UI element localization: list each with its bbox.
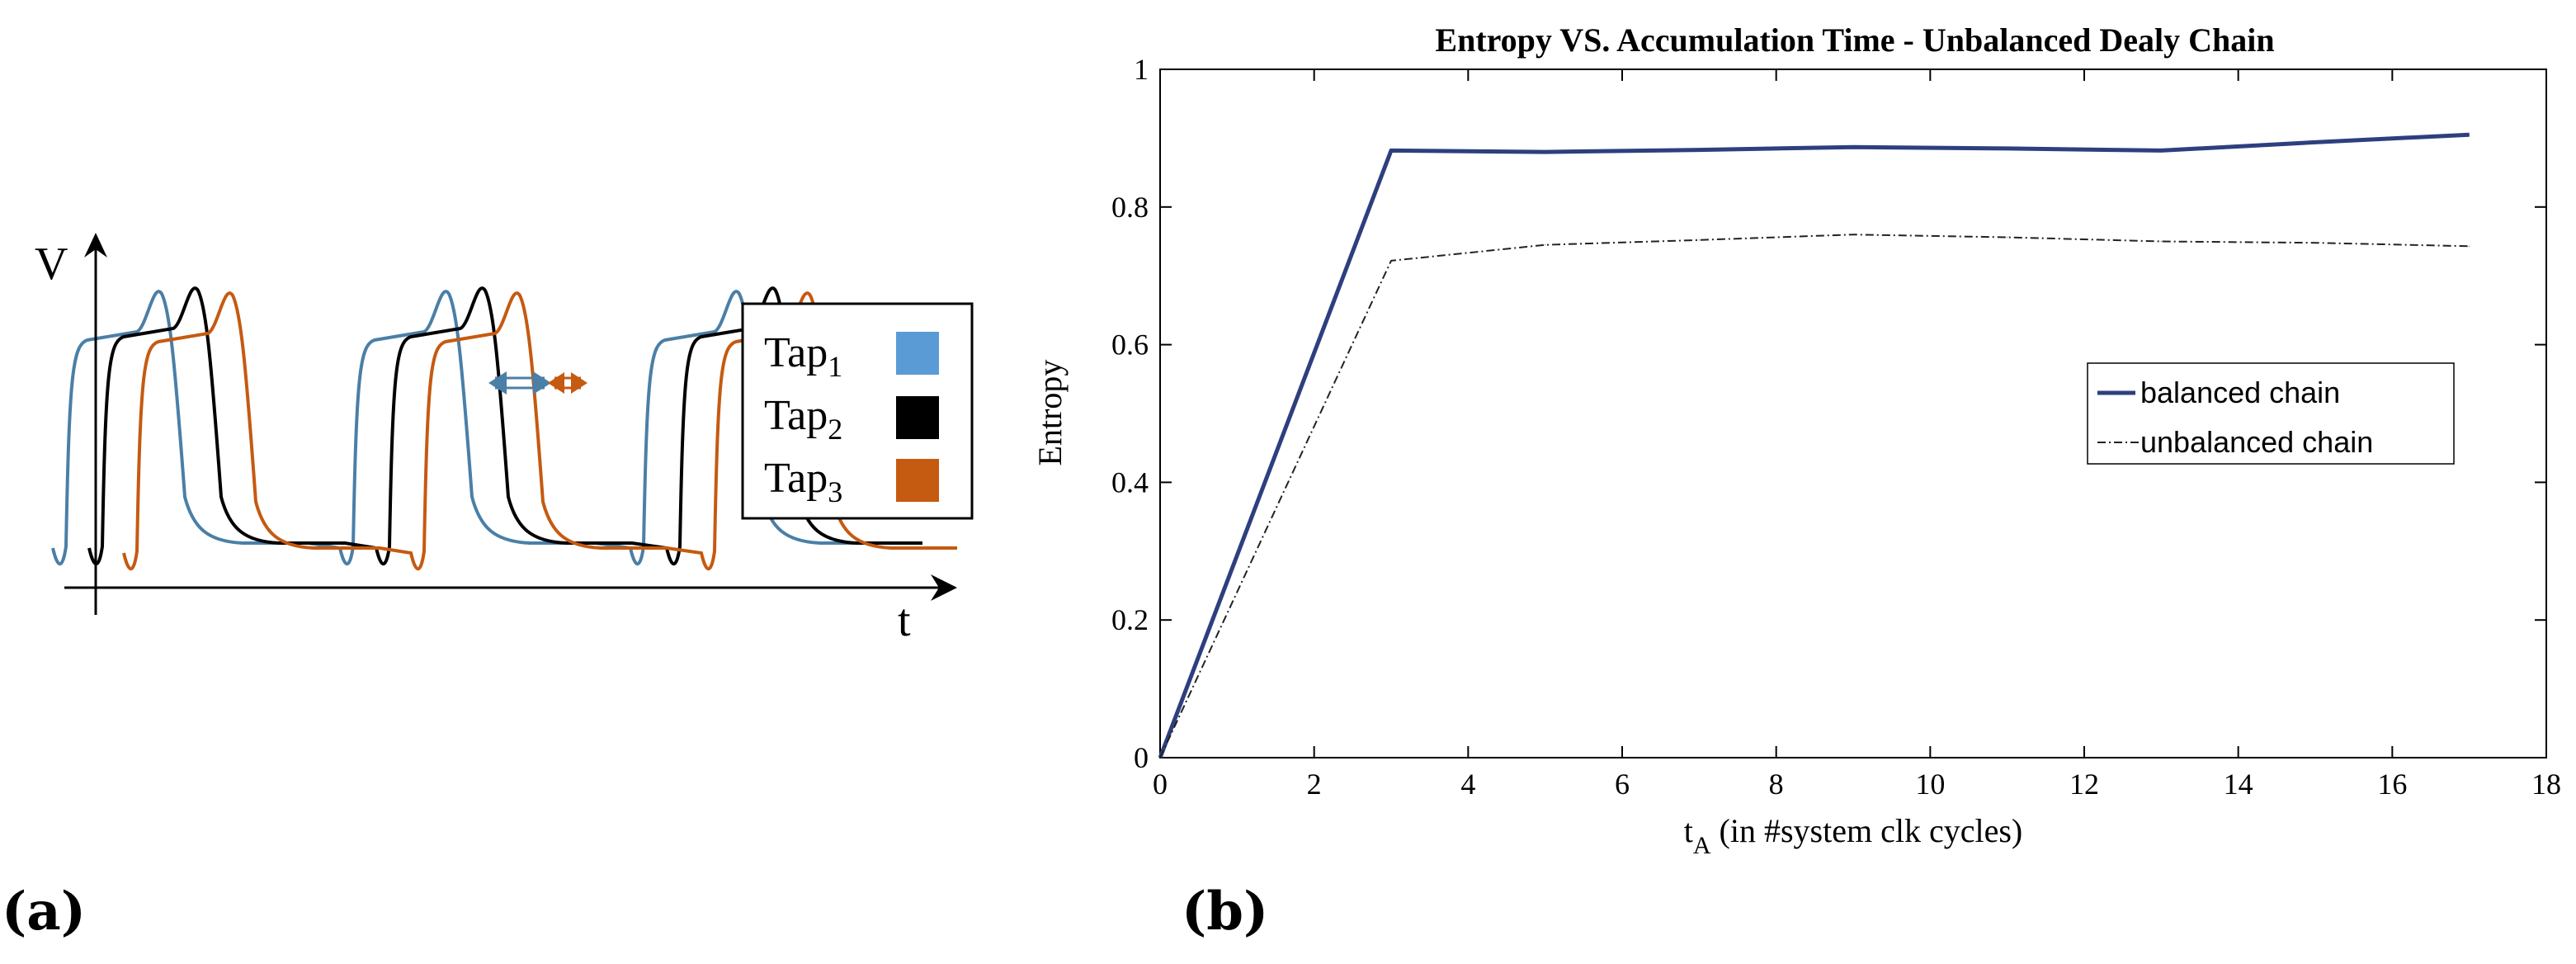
svg-text:Tap2: Tap2 (764, 392, 842, 446)
x-axis-label: tA (in #system clk cycles) (1684, 812, 2022, 859)
svg-text:Tap1: Tap1 (764, 329, 842, 383)
a-legend-entry-tap2: Tap2 (764, 392, 939, 446)
x-tick-label: 12 (2069, 768, 2099, 801)
tap2-tap3-delay-arrow (548, 372, 587, 394)
series-lines (1158, 132, 2470, 758)
x-tick-label: 4 (1460, 768, 1475, 801)
x-tick-label: 6 (1615, 768, 1630, 801)
axis-ticks: 0 2 4 6 8 10 12 14 16 18 0 0.2 0.4 0.6 0.8 1 (1111, 53, 2561, 801)
a-x-axis-label: t (898, 595, 911, 646)
chart-legend-box (2087, 362, 2455, 465)
data-point-balanced-chain (1698, 149, 1700, 151)
tap2-color-swatch (896, 396, 939, 439)
y-tick-label: 0.8 (1111, 191, 1149, 224)
tap1-waveform (51, 290, 886, 566)
tap3-color-swatch (896, 459, 939, 502)
a-legend: Tap1 Tap2 Tap3 (741, 302, 974, 520)
legend-label-balanced-chain: balanced chain (2140, 376, 2340, 409)
a-legend-entry-tap1: Tap1 (764, 329, 939, 383)
data-point-balanced-chain (2314, 141, 2316, 143)
x-tick-label: 0 (1153, 768, 1168, 801)
y-tick-label: 0.6 (1111, 328, 1149, 362)
panel-b-entropy-chart: Entropy VS. Accumulation Time - Unbalanc… (1031, 21, 2561, 943)
y-tick-label: 0.4 (1111, 465, 1149, 499)
data-point-unbalanced-chain (1852, 234, 1854, 235)
chart-legend: balanced chain unbalanced chain (2087, 362, 2455, 465)
data-point-balanced-chain (2160, 149, 2162, 151)
data-point-balanced-chain (1852, 146, 1854, 148)
data-point-unbalanced-chain (1698, 239, 1700, 241)
data-point-unbalanced-chain (2469, 245, 2470, 247)
data-point-unbalanced-chain (1390, 260, 1392, 262)
a-x-axis-arrowhead (931, 574, 957, 601)
a-y-axis-arrowhead (84, 233, 107, 258)
panel-a-waveform-diagram: V t Tap1 Tap2 Tap3 (2, 233, 974, 943)
a-legend-entry-tap3: Tap3 (764, 455, 939, 508)
chart-title: Entropy VS. Accumulation Time - Unbalanc… (1435, 21, 2274, 59)
y-tick-label: 0.2 (1111, 603, 1149, 636)
tap2-waveform (87, 286, 922, 566)
panel-b-label: (b) (1182, 881, 1268, 943)
x-tick-label: 2 (1307, 768, 1322, 801)
y-tick-label: 1 (1134, 53, 1149, 86)
y-tick-label: 0 (1134, 741, 1149, 774)
tap1-color-swatch (896, 332, 939, 375)
data-point-balanced-chain (1390, 149, 1392, 151)
x-tick-label: 16 (2377, 768, 2407, 801)
x-tick-label: 14 (2224, 768, 2253, 801)
x-tick-label: 18 (2531, 768, 2561, 801)
svg-text:Tap3: Tap3 (764, 455, 842, 508)
panel-a-label: (a) (2, 881, 86, 943)
x-tick-label: 8 (1769, 768, 1784, 801)
data-point-unbalanced-chain (2160, 241, 2162, 242)
x-tick-label: 10 (1915, 768, 1945, 801)
tap1-tap2-delay-arrow (488, 371, 551, 395)
a-y-axis-label: V (35, 239, 68, 290)
legend-label-unbalanced-chain: unbalanced chain (2140, 425, 2373, 459)
y-axis-label: Entropy (1031, 360, 1069, 466)
